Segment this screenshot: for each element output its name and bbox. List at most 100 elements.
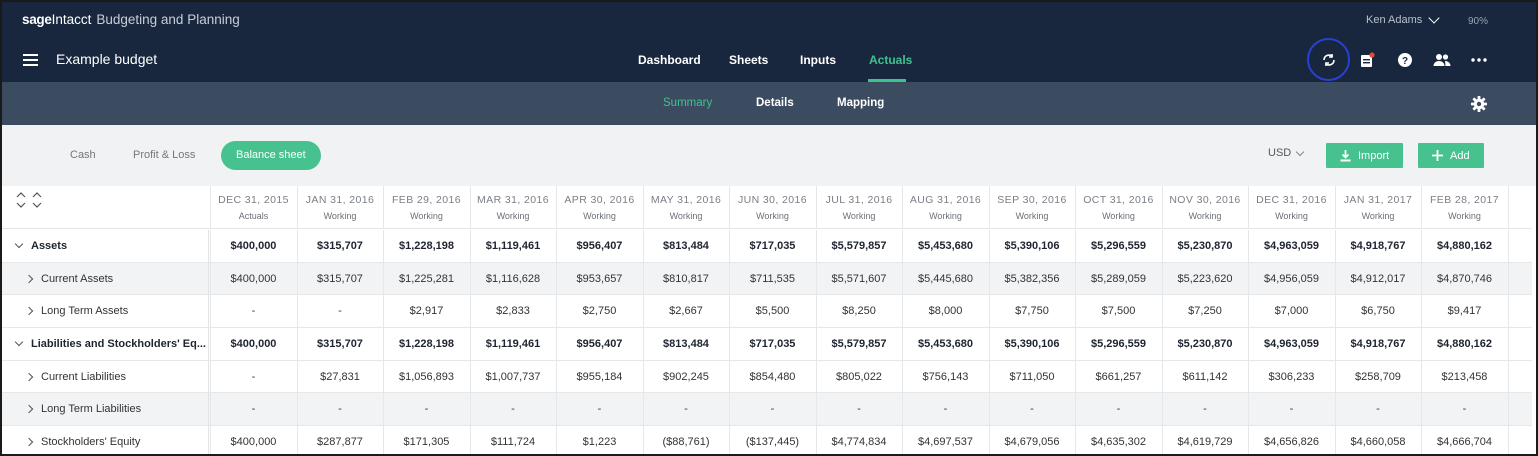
- sync-icon[interactable]: [1315, 46, 1343, 74]
- table-cell[interactable]: $756,143: [902, 361, 988, 392]
- table-cell[interactable]: $400,000: [210, 263, 296, 294]
- table-cell[interactable]: $711,050: [988, 361, 1075, 392]
- table-cell[interactable]: $258,709: [1334, 361, 1421, 392]
- table-cell[interactable]: $5,390,106: [988, 230, 1075, 262]
- table-cell[interactable]: $4,918,767: [1334, 230, 1421, 262]
- table-cell[interactable]: $4,963,059: [1248, 328, 1334, 360]
- table-cell[interactable]: $4,660,058: [1334, 426, 1421, 454]
- tab-details[interactable]: Details: [756, 97, 794, 109]
- table-cell[interactable]: -: [1248, 393, 1334, 425]
- row-label[interactable]: Long Term Assets: [2, 295, 209, 327]
- table-cell[interactable]: $4,656,826: [1248, 426, 1334, 454]
- table-cell[interactable]: $8,250: [815, 295, 902, 327]
- table-cell[interactable]: $711,535: [729, 263, 815, 294]
- table-cell[interactable]: $4,666,704: [1421, 426, 1507, 454]
- chevron-down-icon[interactable]: [14, 239, 24, 249]
- table-cell[interactable]: $27,831: [296, 361, 383, 392]
- table-cell[interactable]: $1,056,893: [383, 361, 469, 392]
- table-cell[interactable]: $5,500: [729, 295, 815, 327]
- table-cell[interactable]: $5,230,870: [1161, 328, 1248, 360]
- table-cell[interactable]: $5,453,680: [902, 328, 988, 360]
- view-profit-loss[interactable]: Profit & Loss: [133, 149, 196, 161]
- table-cell[interactable]: $6,750: [1334, 295, 1421, 327]
- table-cell[interactable]: $1,223: [556, 426, 642, 454]
- table-cell[interactable]: $2,917: [383, 295, 469, 327]
- table-cell[interactable]: $5,445,680: [902, 263, 988, 294]
- help-icon[interactable]: ?: [1391, 46, 1419, 74]
- table-cell[interactable]: -: [1075, 393, 1161, 425]
- table-cell[interactable]: $2,833: [469, 295, 556, 327]
- table-cell[interactable]: $111,724: [469, 426, 556, 454]
- table-cell[interactable]: -: [469, 393, 556, 425]
- table-cell[interactable]: $7,250: [1161, 295, 1248, 327]
- table-cell[interactable]: $171,305: [383, 426, 469, 454]
- table-cell[interactable]: $1,116,628: [469, 263, 556, 294]
- table-cell[interactable]: -: [296, 295, 383, 327]
- table-cell[interactable]: -: [556, 393, 642, 425]
- table-cell[interactable]: $315,707: [296, 263, 383, 294]
- row-label[interactable]: Current Liabilities: [2, 361, 209, 392]
- table-cell[interactable]: $4,880,162: [1421, 328, 1507, 360]
- table-cell[interactable]: $4,963,059: [1248, 230, 1334, 262]
- table-cell[interactable]: $953,657: [556, 263, 642, 294]
- table-cell[interactable]: $5,390,106: [988, 328, 1075, 360]
- table-cell[interactable]: $4,870,746: [1421, 263, 1507, 294]
- table-cell[interactable]: $5,296,559: [1075, 328, 1161, 360]
- tab-actuals[interactable]: Actuals: [869, 53, 913, 67]
- table-cell[interactable]: $1,228,198: [383, 230, 469, 262]
- currency-select[interactable]: USD: [1268, 147, 1305, 159]
- table-cell[interactable]: $956,407: [556, 230, 642, 262]
- chevron-right-icon[interactable]: [24, 437, 34, 446]
- table-cell[interactable]: -: [210, 295, 296, 327]
- row-label[interactable]: Current Assets: [2, 263, 209, 294]
- add-button[interactable]: Add: [1418, 143, 1484, 168]
- table-cell[interactable]: $1,225,281: [383, 263, 469, 294]
- table-cell[interactable]: -: [296, 393, 383, 425]
- tab-mapping[interactable]: Mapping: [837, 97, 885, 109]
- gear-icon[interactable]: [1470, 95, 1488, 113]
- vertical-scrollbar[interactable]: [1532, 186, 1536, 454]
- more-icon[interactable]: [1465, 46, 1493, 74]
- table-cell[interactable]: $2,667: [642, 295, 729, 327]
- table-cell[interactable]: $4,774,834: [815, 426, 902, 454]
- table-cell[interactable]: $4,918,767: [1334, 328, 1421, 360]
- table-cell[interactable]: ($88,761): [642, 426, 729, 454]
- table-cell[interactable]: $5,289,059: [1075, 263, 1161, 294]
- users-icon[interactable]: [1428, 46, 1456, 74]
- row-label[interactable]: Assets: [2, 230, 209, 262]
- table-cell[interactable]: $813,484: [642, 328, 729, 360]
- table-cell[interactable]: $4,635,302: [1075, 426, 1161, 454]
- chevron-down-icon[interactable]: [14, 337, 24, 347]
- table-cell[interactable]: $5,: [1507, 328, 1537, 360]
- table-cell[interactable]: $5,382,356: [988, 263, 1075, 294]
- table-cell[interactable]: $902,245: [642, 361, 729, 392]
- table-cell[interactable]: -: [988, 393, 1075, 425]
- table-cell[interactable]: [1507, 393, 1537, 425]
- table-cell[interactable]: $5,571,607: [815, 263, 902, 294]
- table-cell[interactable]: -: [729, 393, 815, 425]
- table-cell[interactable]: $4,697,537: [902, 426, 988, 454]
- table-cell[interactable]: -: [210, 361, 296, 392]
- table-cell[interactable]: $956,407: [556, 328, 642, 360]
- table-cell[interactable]: ($137,445): [729, 426, 815, 454]
- table-cell[interactable]: $717,035: [729, 328, 815, 360]
- table-cell[interactable]: $315,707: [296, 328, 383, 360]
- table-cell[interactable]: $854,480: [729, 361, 815, 392]
- table-cell[interactable]: $661,257: [1075, 361, 1161, 392]
- row-label[interactable]: Liabilities and Stockholders' Eq...: [2, 328, 209, 360]
- table-cell[interactable]: [1507, 295, 1537, 327]
- row-label[interactable]: Stockholders' Equity: [2, 426, 209, 454]
- table-cell[interactable]: $5,: [1507, 230, 1537, 262]
- table-cell[interactable]: $: [1507, 426, 1537, 454]
- table-cell[interactable]: -: [1421, 393, 1507, 425]
- expand-collapse-icon[interactable]: [16, 191, 44, 213]
- table-cell[interactable]: $1,007,737: [469, 361, 556, 392]
- table-cell[interactable]: $8,000: [902, 295, 988, 327]
- chevron-right-icon[interactable]: [24, 404, 34, 414]
- table-cell[interactable]: -: [383, 393, 469, 425]
- table-cell[interactable]: $5,579,857: [815, 328, 902, 360]
- table-cell[interactable]: -: [1161, 393, 1248, 425]
- table-cell[interactable]: $9,417: [1421, 295, 1507, 327]
- table-cell[interactable]: $5,230,870: [1161, 230, 1248, 262]
- chevron-right-icon[interactable]: [24, 306, 34, 316]
